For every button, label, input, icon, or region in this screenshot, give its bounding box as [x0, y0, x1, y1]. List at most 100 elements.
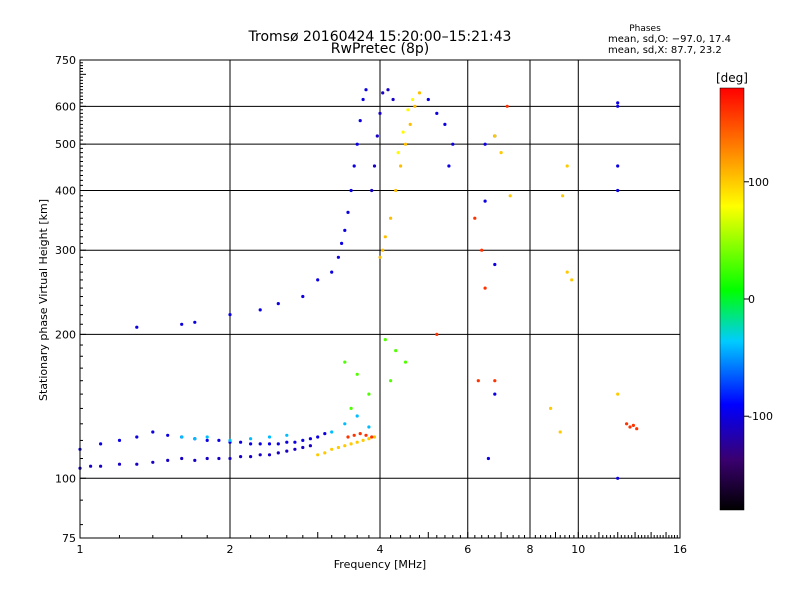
- data-point: [193, 320, 197, 324]
- data-point: [375, 134, 379, 138]
- data-point: [301, 445, 305, 450]
- colorbar: [deg] 100 0 -100: [716, 71, 773, 511]
- data-point: [399, 164, 403, 168]
- data-point: [394, 349, 398, 353]
- data-point: [346, 210, 350, 214]
- data-point: [396, 151, 400, 155]
- y-tick-label: 750: [55, 54, 76, 67]
- y-axis-label: Stationary phase Virtual Height [km]: [37, 199, 50, 401]
- data-point: [355, 372, 359, 376]
- data-point: [570, 278, 574, 282]
- legend-line-x: mean, sd,X: 87.7, 23.2: [608, 45, 722, 56]
- data-point: [316, 453, 320, 457]
- data-point: [493, 134, 497, 138]
- data-point: [558, 430, 562, 434]
- colorbar-tick-label: -100: [748, 410, 773, 423]
- legend-line-o: mean, sd,O: −97.0, 17.4: [608, 34, 731, 45]
- data-point: [349, 188, 353, 193]
- data-point: [413, 104, 417, 108]
- data-point: [228, 313, 232, 317]
- data-point: [349, 442, 353, 446]
- data-point: [135, 462, 139, 466]
- data-point: [249, 437, 253, 441]
- data-point: [151, 430, 155, 434]
- data-point: [180, 322, 184, 326]
- plot-area: 1 2 4 6 8 10 16 75 100 200 300 400 500 600 750: [55, 54, 687, 556]
- data-point: [316, 278, 320, 282]
- data-point: [435, 111, 439, 115]
- x-tick-label: 4: [377, 543, 384, 556]
- x-tick-label: 16: [673, 543, 687, 556]
- ticks-layer: 1 2 4 6 8 10 16 75 100 200 300 400 500 600 750: [55, 54, 687, 556]
- x-tick-label: 6: [464, 543, 471, 556]
- colorbar-ticks: 100 0 -100: [744, 176, 773, 423]
- data-point: [508, 194, 512, 198]
- data-point: [411, 97, 415, 102]
- data-point: [355, 440, 359, 444]
- data-point: [483, 199, 487, 203]
- data-point: [401, 130, 405, 134]
- data-point: [276, 302, 280, 306]
- data-point: [493, 262, 497, 267]
- data-point: [616, 164, 620, 168]
- data-point: [308, 437, 312, 441]
- data-point: [565, 164, 569, 168]
- data-point: [361, 97, 365, 102]
- data-point: [355, 414, 359, 418]
- data-point: [336, 255, 340, 259]
- data-point: [330, 447, 334, 451]
- data-point: [480, 248, 484, 252]
- data-point: [358, 119, 362, 123]
- data-point: [370, 188, 374, 193]
- data-point: [426, 97, 430, 102]
- colorbar-tick-label: 100: [748, 176, 769, 189]
- legend-title: Phases: [629, 24, 661, 34]
- data-point: [151, 460, 155, 464]
- x-tick-label: 1: [77, 543, 84, 556]
- data-point: [258, 442, 262, 446]
- data-point: [336, 445, 340, 450]
- data-point: [417, 91, 422, 95]
- data-point: [486, 456, 490, 461]
- chart-subtitle: RwPretec (8p): [331, 41, 429, 57]
- data-point: [389, 379, 393, 383]
- data-point: [99, 442, 103, 446]
- data-point: [370, 435, 374, 439]
- data-point: [285, 440, 289, 444]
- x-tick-label: 2: [227, 543, 234, 556]
- data-point: [276, 451, 280, 455]
- data-point: [394, 188, 398, 193]
- data-point: [228, 438, 232, 442]
- data-point: [435, 332, 439, 336]
- data-point: [166, 433, 170, 437]
- data-point: [451, 142, 455, 146]
- y-tick-label: 75: [62, 532, 76, 545]
- data-point: [625, 422, 629, 426]
- data-point: [493, 379, 497, 383]
- data-point: [367, 437, 371, 441]
- data-point: [239, 440, 243, 444]
- y-tick-label: 600: [55, 100, 76, 113]
- data-point: [316, 435, 320, 439]
- data-point: [193, 458, 197, 462]
- data-point: [389, 216, 393, 220]
- data-point: [117, 438, 122, 442]
- data-point: [346, 435, 350, 439]
- data-point: [493, 392, 497, 396]
- data-point: [293, 447, 297, 451]
- data-point: [217, 438, 221, 442]
- data-point: [635, 427, 639, 431]
- data-point: [349, 406, 353, 410]
- data-point: [343, 360, 347, 364]
- data-point: [361, 438, 365, 442]
- data-point: [386, 88, 390, 92]
- data-point: [267, 435, 272, 439]
- data-point: [301, 294, 305, 299]
- data-point: [343, 228, 347, 232]
- data-point: [476, 379, 480, 383]
- colorbar-label: [deg]: [716, 71, 748, 85]
- x-tick-label: 8: [527, 543, 534, 556]
- data-point: [364, 88, 368, 92]
- data-point: [267, 453, 272, 457]
- data-point: [276, 442, 280, 446]
